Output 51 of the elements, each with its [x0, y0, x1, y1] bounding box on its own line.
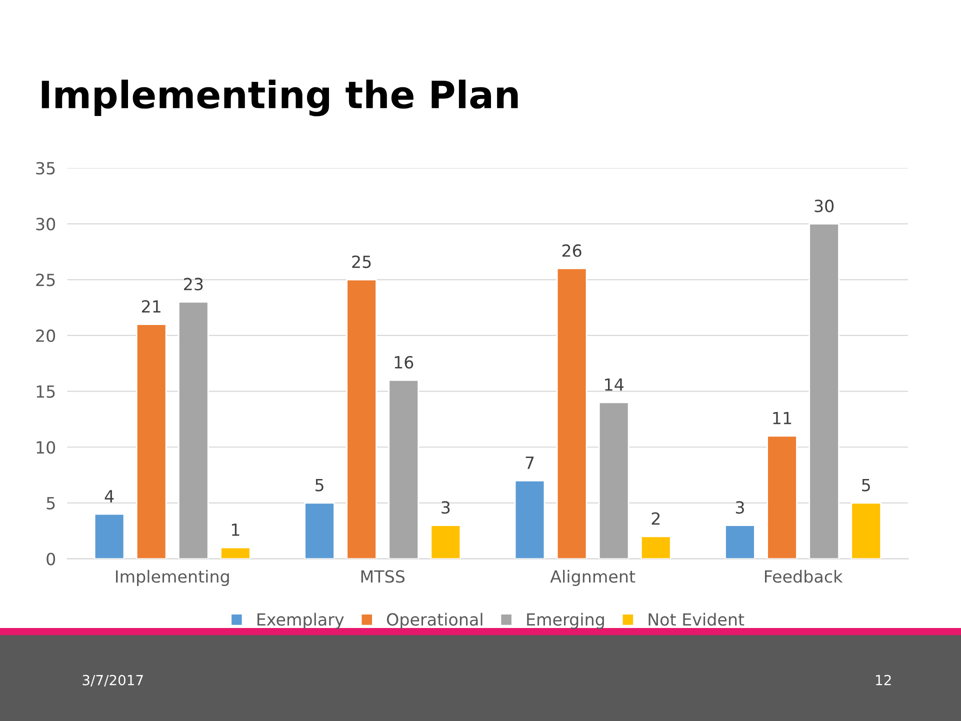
bar — [388, 379, 420, 559]
data-label: 1 — [232, 524, 240, 536]
bar — [808, 223, 840, 559]
text: 12 — [876, 674, 891, 686]
x-tick-label: MTSS — [361, 570, 405, 583]
x-tick-label: Alignment — [550, 570, 636, 586]
bar — [304, 502, 335, 559]
data-label: 3 — [442, 501, 450, 514]
y-tick-label: 15 — [36, 385, 55, 398]
y-tick-label: 10 — [36, 441, 56, 454]
data-label: 5 — [316, 479, 324, 492]
data-label: 25 — [352, 255, 371, 268]
chart-title: Implementing the Plan — [42, 80, 518, 116]
data-label: 11 — [773, 412, 792, 424]
y-tick-label: 20 — [36, 329, 56, 342]
data-label: 21 — [142, 300, 160, 313]
x-tick-label: Implementing — [116, 570, 229, 586]
data-label: 23 — [184, 278, 203, 290]
bar — [724, 524, 756, 559]
data-label: 16 — [394, 356, 414, 369]
legend-label: Exemplary — [258, 612, 344, 629]
bar — [178, 301, 209, 559]
data-label: 4 — [104, 490, 114, 502]
y-tick-label: 35 — [36, 162, 55, 175]
bar — [766, 435, 798, 559]
legend-label: Not Evident — [648, 612, 744, 626]
data-label: 7 — [526, 456, 534, 469]
data-label: 5 — [862, 479, 870, 492]
bar — [556, 268, 588, 559]
text: 3/7/2017 — [82, 674, 143, 686]
bar — [220, 546, 251, 559]
x-tick-label: Feedback — [764, 570, 843, 583]
bar — [514, 480, 546, 559]
bar — [598, 402, 630, 559]
y-tick-label: 0 — [46, 552, 56, 566]
bar — [850, 502, 882, 559]
bar — [136, 324, 167, 559]
y-tick-label: 25 — [36, 274, 55, 286]
y-tick-label: 5 — [46, 497, 55, 510]
data-label: 3 — [736, 501, 744, 514]
data-label: 14 — [605, 378, 624, 391]
y-tick-label: 30 — [36, 218, 56, 230]
bar — [346, 278, 377, 559]
legend-label: Emerging — [527, 612, 604, 629]
data-label: 26 — [562, 244, 582, 257]
data-label: 30 — [814, 200, 834, 212]
bar — [640, 536, 672, 559]
bar — [430, 524, 462, 559]
data-label: 2 — [652, 512, 660, 525]
legend-label: Operational — [386, 612, 482, 629]
bar — [94, 513, 125, 559]
